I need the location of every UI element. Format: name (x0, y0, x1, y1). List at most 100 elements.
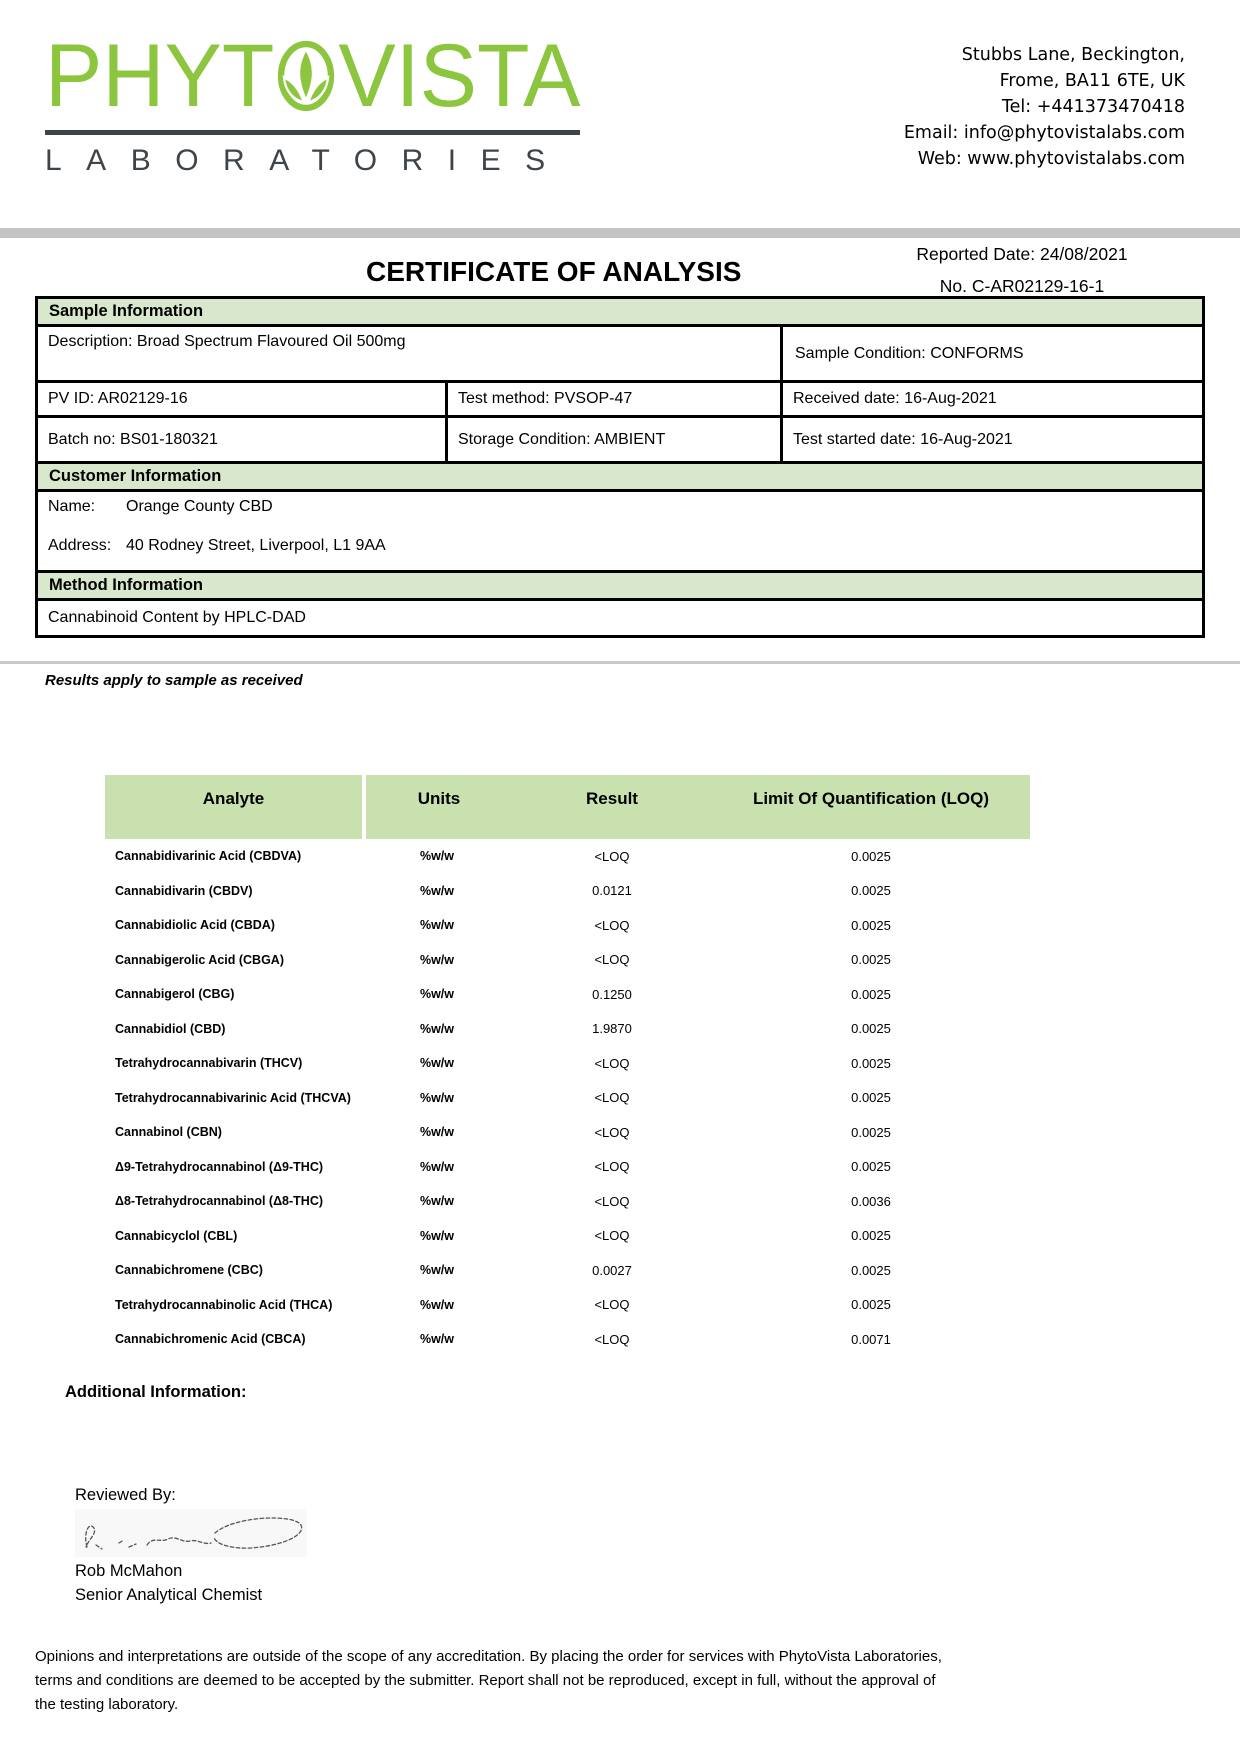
result-cell: <LOQ (594, 1090, 630, 1106)
analyte-cell: Cannabigerol (CBG) (115, 987, 235, 1002)
results-table-body: Cannabidivarinic Acid (CBDVA) %w/w <LOQ … (105, 839, 1030, 1357)
units-cell: %w/w (419, 952, 455, 967)
result-cell: <LOQ (594, 917, 630, 933)
received-date: Received date: 16-Aug-2021 (793, 390, 997, 407)
info-table: Sample Information Description: Broad Sp… (35, 296, 1205, 638)
analyte-cell: Cannabidiol (CBD) (115, 1021, 226, 1036)
loq-cell: 0.0025 (851, 986, 891, 1002)
analyte-cell: Tetrahydrocannabivarin (THCV) (115, 1056, 303, 1071)
loq-cell: 0.0025 (851, 1262, 891, 1278)
loq-cell: 0.0025 (851, 917, 891, 933)
results-header-right: Units Result Limit Of Quantification (LO… (366, 775, 1030, 839)
units-cell: %w/w (419, 1056, 455, 1071)
customer-address-value: 40 Rodney Street, Liverpool, L1 9AA (126, 537, 386, 554)
result-cell: <LOQ (594, 1297, 630, 1313)
result-cell: <LOQ (594, 1124, 630, 1140)
footer-line-1: Opinions and interpretations are outside… (35, 1648, 942, 1665)
units-cell: %w/w (419, 1228, 455, 1243)
table-row: Cannabigerol (CBG) %w/w 0.1250 0.0025 (105, 977, 1030, 1012)
reviewer-name: Rob McMahon (75, 1562, 183, 1580)
result-cell: <LOQ (594, 1331, 630, 1347)
table-row: Cannabichromene (CBC) %w/w 0.0027 0.0025 (105, 1253, 1030, 1288)
result-cell: <LOQ (594, 1159, 630, 1175)
loq-cell: 0.0025 (851, 1228, 891, 1244)
lab-contact-info: Stubbs Lane, Beckington, Frome, BA11 6TE… (904, 42, 1185, 172)
units-cell: %w/w (419, 849, 455, 864)
method-information-header: Method Information (38, 570, 1202, 601)
loq-cell: 0.0025 (851, 883, 891, 899)
analyte-cell: Tetrahydrocannabinolic Acid (THCA) (115, 1297, 333, 1312)
test-method: Test method: PVSOP-47 (448, 383, 783, 415)
batch-no: Batch no: BS01-180321 (38, 418, 448, 461)
result-cell: <LOQ (594, 848, 630, 864)
customer-address-line: Address: 40 Rodney Street, Liverpool, L1… (48, 537, 1192, 555)
result-cell: <LOQ (594, 1228, 630, 1244)
analyte-cell: Tetrahydrocannabivarinic Acid (THCVA) (115, 1090, 351, 1105)
footer-line-2: terms and conditions are deemed to be ac… (35, 1672, 936, 1689)
result-cell: <LOQ (594, 1193, 630, 1209)
table-row: Δ8-Tetrahydrocannabinol (Δ8-THC) %w/w <L… (105, 1184, 1030, 1219)
contact-email: Email: info@phytovistalabs.com (903, 123, 1185, 143)
results-table-header: Analyte Units Result Limit Of Quantifica… (105, 775, 1030, 839)
loq-cell: 0.0025 (851, 1159, 891, 1175)
table-row: Cannabicyclol (CBL) %w/w <LOQ 0.0025 (105, 1219, 1030, 1254)
customer-name-line: Name: Orange County CBD (48, 498, 1192, 516)
table-row: Cannabidiol (CBD) %w/w 1.9870 0.0025 (105, 1012, 1030, 1047)
contact-address-line2: Frome, BA11 6TE, UK (999, 71, 1185, 91)
reported-date: Reported Date: 24/08/2021 (916, 244, 1128, 264)
loq-cell: 0.0025 (851, 848, 891, 864)
storage-condition: Storage Condition: AMBIENT (448, 418, 783, 461)
handwritten-signature-icon (85, 1517, 303, 1550)
column-header-loq: Limit Of Quantification (LOQ) (752, 789, 990, 808)
pv-id: PV ID: AR02129-16 (38, 383, 448, 415)
sample-description-row: Description: Broad Spectrum Flavoured Oi… (38, 327, 1202, 383)
customer-details: Name: Orange County CBD Address: 40 Rodn… (38, 492, 1202, 570)
contact-phone: Tel: +441373470418 (1001, 97, 1185, 117)
report-meta: Reported Date: 24/08/2021 No. C-AR02129-… (872, 244, 1172, 297)
logo-wordmark: PHYT VISTA (45, 26, 585, 126)
column-header-units: Units (417, 789, 461, 808)
table-row: Tetrahydrocannabivarinic Acid (THCVA) %w… (105, 1081, 1030, 1116)
footer-line-3: the testing laboratory. (35, 1696, 179, 1713)
loq-cell: 0.0036 (851, 1193, 891, 1209)
analyte-cell: Cannabichromene (CBC) (115, 1263, 263, 1278)
signature-area (75, 1509, 307, 1557)
analyte-cell: Cannabidiolic Acid (CBDA) (115, 918, 275, 933)
analyte-cell: Cannabichromenic Acid (CBCA) (115, 1332, 306, 1347)
header-gap (362, 775, 366, 839)
result-cell: 0.1250 (592, 986, 632, 1002)
analyte-cell: Δ9-Tetrahydrocannabinol (Δ9-THC) (115, 1159, 324, 1174)
table-row: Tetrahydrocannabinolic Acid (THCA) %w/w … (105, 1288, 1030, 1323)
contact-web: Web: www.phytovistalabs.com (917, 149, 1185, 169)
units-cell: %w/w (419, 883, 455, 898)
result-cell: 0.0121 (592, 883, 632, 899)
certificate-title: CERTIFICATE OF ANALYSIS (366, 256, 742, 287)
table-row: Cannabidivarinic Acid (CBDVA) %w/w <LOQ … (105, 839, 1030, 874)
customer-information-header: Customer Information (38, 461, 1202, 492)
customer-address-label: Address: (48, 537, 112, 554)
units-cell: %w/w (419, 1090, 455, 1105)
analyte-cell: Cannabidivarinic Acid (CBDVA) (115, 849, 302, 864)
sample-ids-row: PV ID: AR02129-16 Test method: PVSOP-47 … (38, 383, 1202, 418)
signoff-block: Reviewed By: Rob McMahon Senior Analytic… (75, 1486, 307, 1605)
logo-subtitle: LABORATORIES (45, 144, 570, 177)
table-row: Δ9-Tetrahydrocannabinol (Δ9-THC) %w/w <L… (105, 1150, 1030, 1185)
logo-text-vista: VISTA (338, 26, 581, 126)
loq-cell: 0.0025 (851, 1055, 891, 1071)
units-cell: %w/w (419, 1021, 455, 1036)
units-cell: %w/w (419, 1194, 455, 1209)
logo-text-phyt: PHYT (45, 26, 275, 126)
units-cell: %w/w (419, 987, 455, 1002)
result-cell: <LOQ (594, 1055, 630, 1071)
batch-row: Batch no: BS01-180321 Storage Condition:… (38, 418, 1202, 461)
result-cell: <LOQ (594, 952, 630, 968)
results-table: Analyte Units Result Limit Of Quantifica… (105, 775, 1030, 1357)
leaf-oval-icon (278, 40, 335, 112)
loq-cell: 0.0025 (851, 1090, 891, 1106)
units-cell: %w/w (419, 1263, 455, 1278)
table-row: Cannabinol (CBN) %w/w <LOQ 0.0025 (105, 1115, 1030, 1150)
units-cell: %w/w (419, 1332, 455, 1347)
column-header-result: Result (586, 789, 638, 808)
method-name: Cannabinoid Content by HPLC-DAD (48, 609, 306, 626)
